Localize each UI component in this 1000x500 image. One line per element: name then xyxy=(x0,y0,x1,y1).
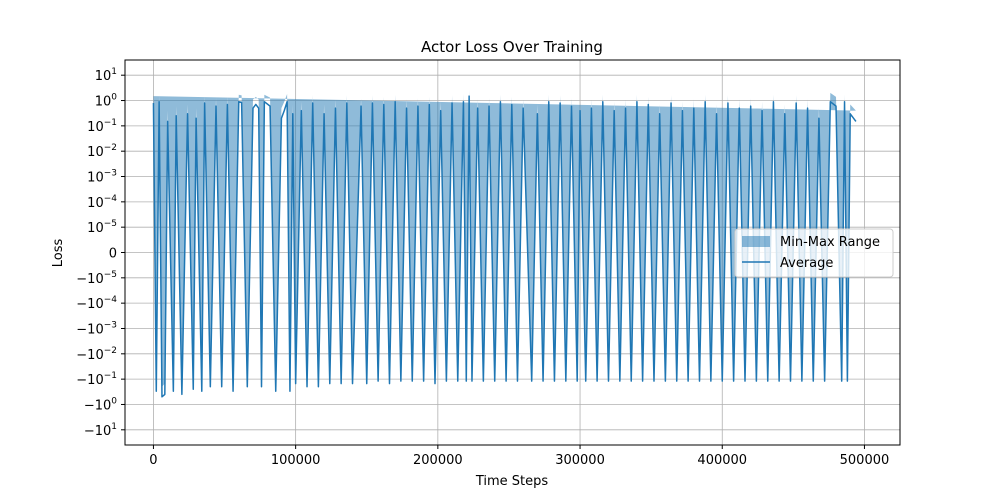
y-tick-base: 10 xyxy=(87,120,104,135)
y-tick-base: 10 xyxy=(87,145,104,160)
y-tick-base: −10 xyxy=(76,373,103,388)
x-tick-label: 400000 xyxy=(697,453,747,468)
y-tick-label: −10−2 xyxy=(76,346,117,363)
min-max-range-band xyxy=(153,90,856,387)
y-tick-base: 10 xyxy=(87,171,104,186)
y-tick-exponent: −2 xyxy=(104,143,117,153)
y-tick-base: −10 xyxy=(76,297,103,312)
y-tick-exponent: −3 xyxy=(104,169,117,179)
y-tick-exponent: −3 xyxy=(104,320,117,330)
y-tick-base: −10 xyxy=(84,424,111,439)
y-tick-exponent: −5 xyxy=(104,219,117,229)
y-tick-base: 10 xyxy=(95,95,112,110)
y-tick-exponent: −2 xyxy=(104,346,117,356)
y-tick-exponent: −4 xyxy=(104,194,118,204)
y-tick-label: −10−1 xyxy=(76,371,117,388)
y-tick-exponent: 0 xyxy=(111,396,117,406)
y-tick-base: −10 xyxy=(76,272,103,287)
legend-swatch-min-max xyxy=(742,236,770,247)
y-tick-label: −10−3 xyxy=(76,320,117,337)
y-tick-exponent: −1 xyxy=(104,118,117,128)
y-tick-base: 10 xyxy=(87,196,104,211)
legend-label-min-max: Min-Max Range xyxy=(780,235,880,250)
y-tick-base: 0 xyxy=(109,247,117,262)
legend-label-average: Average xyxy=(780,256,833,271)
x-axis-label: Time Steps xyxy=(475,474,549,489)
y-tick-label: −100 xyxy=(84,396,117,413)
y-tick-base: 10 xyxy=(95,69,112,84)
y-tick-exponent: −1 xyxy=(104,371,117,381)
y-tick-base: 10 xyxy=(87,221,104,236)
y-tick-base: −10 xyxy=(84,398,111,413)
y-tick-label: 10−5 xyxy=(87,219,117,236)
y-tick-label: 0 xyxy=(109,247,117,262)
y-tick-label: 100 xyxy=(95,93,118,110)
y-tick-exponent: −5 xyxy=(104,270,117,280)
x-axis: 0 100000 200000 300000 400000 500000 xyxy=(149,445,889,468)
y-tick-exponent: 1 xyxy=(111,67,117,77)
x-tick-label: 0 xyxy=(149,453,157,468)
y-tick-label: 10−4 xyxy=(87,194,117,211)
y-axis-label: Loss xyxy=(51,239,66,268)
x-tick-label: 300000 xyxy=(555,453,605,468)
y-tick-label: −10−5 xyxy=(76,270,117,287)
x-tick-label: 500000 xyxy=(840,453,890,468)
y-tick-label: 10−3 xyxy=(87,169,117,186)
y-tick-label: 10−2 xyxy=(87,143,117,160)
y-tick-label: −101 xyxy=(84,422,117,439)
y-axis: 10110010−110−210−310−410−50−10−5−10−4−10… xyxy=(76,67,125,439)
x-tick-label: 200000 xyxy=(413,453,463,468)
y-tick-exponent: 1 xyxy=(111,422,117,432)
y-tick-label: −10−4 xyxy=(76,295,117,312)
y-tick-label: 10−1 xyxy=(87,118,117,135)
chart-title: Actor Loss Over Training xyxy=(421,38,603,56)
x-tick-label: 100000 xyxy=(271,453,321,468)
y-tick-label: 101 xyxy=(95,67,117,84)
legend: Min-Max Range Average xyxy=(734,228,894,278)
y-tick-base: −10 xyxy=(76,348,103,363)
y-tick-exponent: 0 xyxy=(111,93,117,103)
legend-box xyxy=(734,228,894,278)
y-tick-exponent: −4 xyxy=(104,295,118,305)
y-tick-base: −10 xyxy=(76,322,103,337)
